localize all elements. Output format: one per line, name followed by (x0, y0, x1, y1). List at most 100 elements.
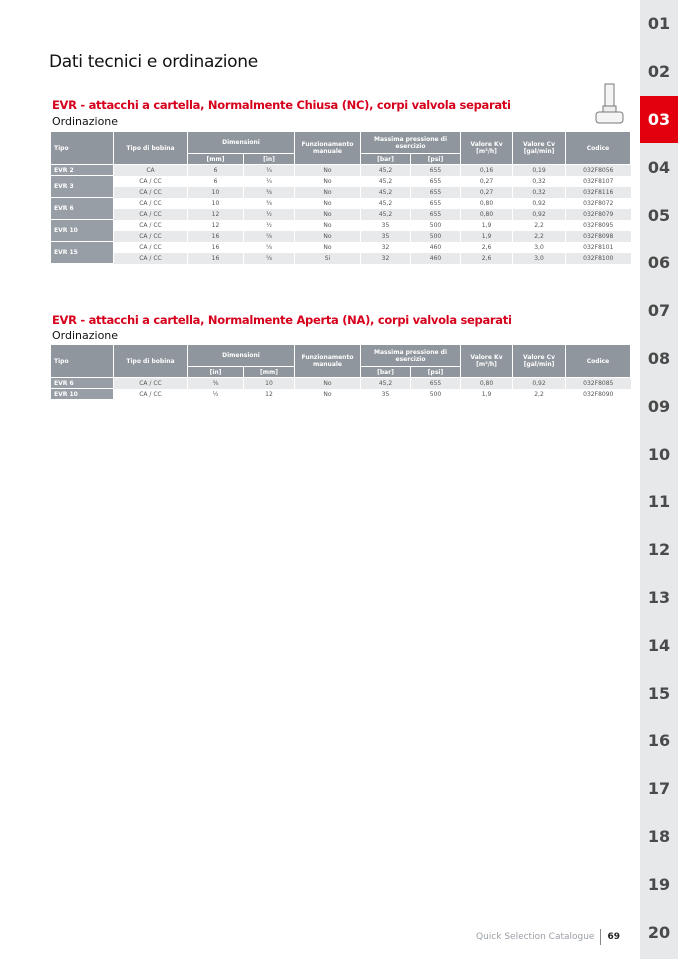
table-cell: 032F8101 (565, 241, 631, 253)
table-cell: 032F8072 (565, 197, 631, 209)
header-tipo: Tipo (50, 131, 114, 165)
section-subtitle-na: Ordinazione (52, 329, 119, 342)
section-title-nc: EVR - attacchi a cartella, Normalmente C… (52, 98, 511, 112)
chapter-tab-06[interactable]: 06 (647, 253, 671, 273)
cell-tipo: EVR 6 (50, 377, 114, 389)
chapter-tab-07[interactable]: 07 (647, 301, 671, 321)
table-cell: 10 (243, 377, 295, 389)
table-cell: 2,2 (512, 219, 566, 231)
header-tipo: Tipo (50, 344, 114, 378)
cell-tipo: EVR 15 (50, 241, 114, 264)
table-cell: 12 (187, 219, 244, 231)
chapter-tab-18[interactable]: 18 (647, 826, 671, 846)
cell-tipo: EVR 10 (50, 388, 114, 400)
chapter-tab-08[interactable]: 08 (647, 348, 671, 368)
chapter-tab-12[interactable]: 12 (647, 540, 671, 560)
table-row: EVR 10 CA / CC ½ 12 No 35 500 1,9 2,2 032F8090 (50, 388, 631, 400)
header-kv: Valore Kv [m³/h] (460, 344, 514, 378)
page-title: Dati tecnici e ordinazione (49, 52, 258, 72)
table-cell: ½ (243, 219, 295, 231)
header-cv: Valore Cv [gal/min] (512, 344, 567, 378)
table-cell: 032F8090 (565, 388, 631, 400)
table-cell: 16 (187, 252, 244, 264)
chapter-tab-01[interactable]: 01 (647, 14, 671, 34)
table-cell: 0,16 (460, 164, 513, 176)
table-cell: CA / CC (113, 175, 188, 187)
chapter-tab-11[interactable]: 11 (647, 492, 671, 512)
table-cell: 032F8079 (565, 208, 631, 220)
catalogue-name: Quick Selection Catalogue (476, 932, 595, 942)
table-cell: 032F8116 (565, 186, 631, 198)
table-cell: 500 (409, 230, 461, 242)
table-cell: No (294, 388, 361, 400)
table-cell: 35 (360, 230, 411, 242)
chapter-tab-05[interactable]: 05 (647, 205, 671, 225)
chapter-tab-17[interactable]: 17 (647, 779, 671, 799)
table-cell: No (294, 197, 361, 209)
table-cell: 10 (187, 197, 244, 209)
table-cell: 032F8095 (565, 219, 631, 231)
table-cell: 45,2 (360, 208, 411, 220)
table-cell: 655 (409, 186, 461, 198)
valve-illustration-icon (595, 83, 624, 124)
chapter-tab-13[interactable]: 13 (647, 587, 671, 607)
table-cell: 10 (187, 186, 244, 198)
table-cell: 1,9 (460, 230, 513, 242)
table-cell: 16 (187, 241, 244, 253)
footer-divider (600, 929, 602, 945)
chapter-tab-03[interactable]: 03 (640, 95, 678, 144)
table-row: EVR 6 CA / CC ⅜ 10 No 45,2 655 0,80 0,92 032F8085 (50, 377, 631, 389)
table-cell: ⅝ (243, 230, 295, 242)
table-cell: 45,2 (360, 175, 411, 187)
table-cell: ⅜ (243, 197, 295, 209)
table-cell: 0,27 (460, 186, 513, 198)
table-cell: CA / CC (113, 197, 188, 209)
header-bobina: Tipo di bobina (113, 131, 188, 165)
chapter-tab-19[interactable]: 19 (647, 874, 671, 894)
chapter-tab-09[interactable]: 09 (647, 396, 671, 416)
table-cell: 032F8107 (565, 175, 631, 187)
table-cell: 32 (360, 241, 411, 253)
header-kv: Valore Kv [m³/h] (460, 131, 514, 165)
page-number: 69 (607, 932, 620, 942)
table-cell: 12 (243, 388, 295, 400)
table-cell: 1,9 (460, 219, 513, 231)
table-cell: 0,19 (512, 164, 566, 176)
header-press-unit: [psi] (409, 153, 462, 165)
table-cell: No (294, 377, 361, 389)
table-cell: 460 (409, 252, 461, 264)
table-row: CA / CC 10 ⅜ No 45,2 655 0,27 0,32 032F8116 (51, 186, 631, 198)
table-cell: CA / CC (113, 377, 188, 389)
table-cell: 16 (187, 230, 244, 242)
cell-tipo: EVR 3 (50, 175, 114, 198)
table-cell: 655 (409, 197, 461, 209)
cell-tipo: EVR 10 (50, 219, 114, 242)
chapter-tab-02[interactable]: 02 (647, 62, 671, 82)
table-cell: 45,2 (360, 164, 411, 176)
header-press-unit: [psi] (409, 366, 462, 378)
table-cell: 45,2 (360, 186, 411, 198)
header-press-unit: [bar] (360, 366, 411, 378)
table-cell: ½ (187, 388, 244, 400)
header-press-unit: [bar] (360, 153, 411, 165)
chapter-tab-14[interactable]: 14 (647, 635, 671, 655)
table-cell: CA / CC (113, 388, 188, 400)
chapter-tab-04[interactable]: 04 (647, 157, 671, 177)
table-cell: 0,92 (512, 208, 566, 220)
chapter-tab-10[interactable]: 10 (647, 444, 671, 464)
table-row: CA / CC 16 ⅝ No 35 500 1,9 2,2 032F8098 (51, 230, 631, 242)
table-cell: 0,80 (460, 208, 513, 220)
table-cell: CA (113, 164, 188, 176)
chapter-tab-15[interactable]: 15 (647, 683, 671, 703)
header-dimensioni: Dimensioni (187, 344, 295, 367)
table-cell: ¼ (243, 175, 295, 187)
table-cell: 0,32 (512, 186, 566, 198)
table-cell: 1,9 (460, 388, 513, 400)
table-cell: 12 (187, 208, 244, 220)
table-cell: 3,0 (512, 252, 566, 264)
chapter-tab-16[interactable]: 16 (647, 731, 671, 751)
chapter-tab-20[interactable]: 20 (647, 922, 671, 942)
header-funzionamento: Funzionamento manuale (294, 344, 361, 378)
table-cell: No (294, 164, 361, 176)
header-dim-unit: [in] (187, 366, 244, 378)
